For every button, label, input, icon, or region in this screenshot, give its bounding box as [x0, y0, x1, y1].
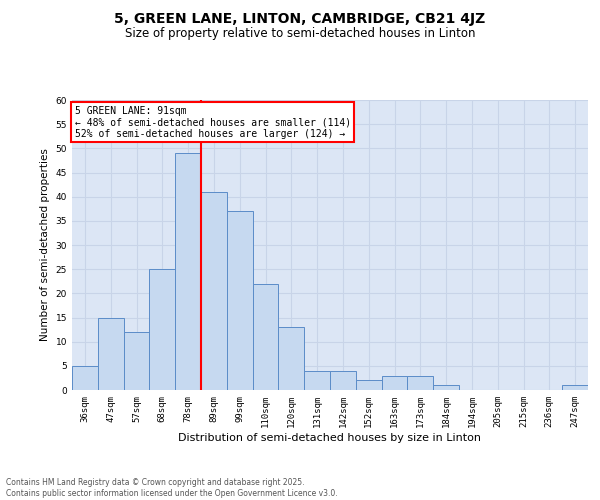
- Bar: [562, 385, 588, 390]
- Bar: [124, 332, 149, 390]
- Text: 5, GREEN LANE, LINTON, CAMBRIDGE, CB21 4JZ: 5, GREEN LANE, LINTON, CAMBRIDGE, CB21 4…: [115, 12, 485, 26]
- Bar: [407, 376, 433, 390]
- Bar: [278, 327, 304, 390]
- Bar: [201, 192, 227, 390]
- Bar: [175, 153, 201, 390]
- Bar: [227, 211, 253, 390]
- Bar: [304, 370, 330, 390]
- X-axis label: Distribution of semi-detached houses by size in Linton: Distribution of semi-detached houses by …: [179, 432, 482, 442]
- Text: 5 GREEN LANE: 91sqm
← 48% of semi-detached houses are smaller (114)
52% of semi-: 5 GREEN LANE: 91sqm ← 48% of semi-detach…: [74, 106, 351, 139]
- Bar: [253, 284, 278, 390]
- Bar: [98, 318, 124, 390]
- Text: Size of property relative to semi-detached houses in Linton: Size of property relative to semi-detach…: [125, 28, 475, 40]
- Y-axis label: Number of semi-detached properties: Number of semi-detached properties: [40, 148, 50, 342]
- Bar: [356, 380, 382, 390]
- Bar: [433, 385, 459, 390]
- Text: Contains HM Land Registry data © Crown copyright and database right 2025.
Contai: Contains HM Land Registry data © Crown c…: [6, 478, 338, 498]
- Bar: [382, 376, 407, 390]
- Bar: [330, 370, 356, 390]
- Bar: [72, 366, 98, 390]
- Bar: [149, 269, 175, 390]
